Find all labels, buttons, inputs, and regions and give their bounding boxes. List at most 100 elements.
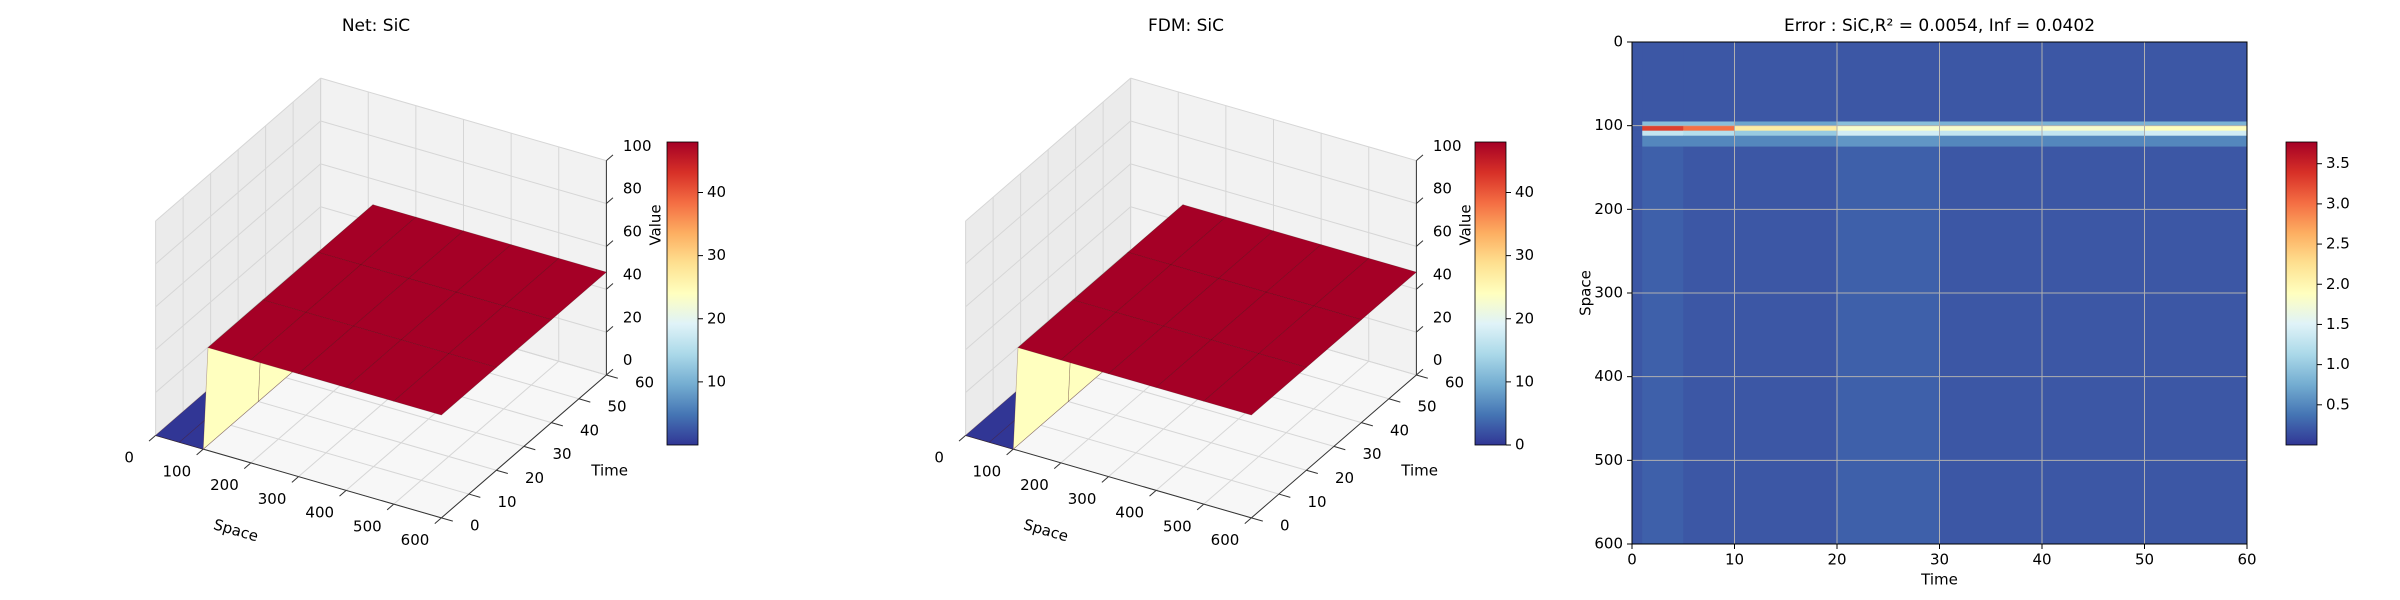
grid-line bbox=[320, 120, 607, 204]
tick-mark bbox=[1278, 493, 1291, 498]
cbar-tick-label: 1.5 bbox=[2326, 315, 2350, 333]
tick-mark bbox=[1053, 462, 1062, 469]
y-tick-label: 500 bbox=[1594, 451, 1623, 469]
plot-frame bbox=[1631, 41, 2248, 545]
tick-mark bbox=[434, 517, 442, 524]
tick-mark bbox=[606, 368, 614, 376]
tick-mark bbox=[1416, 326, 1424, 333]
cbar-tick-label: 0 bbox=[1515, 436, 1525, 454]
y-tick-label: 40 bbox=[580, 421, 599, 439]
y-tick-label: 400 bbox=[1594, 367, 1623, 385]
grid-line bbox=[1130, 163, 1417, 247]
heatmap-cell bbox=[1734, 135, 1838, 148]
x-axis-label: Space bbox=[1021, 515, 1070, 545]
y-tick-label: 0 bbox=[470, 517, 480, 535]
heatmap-cell bbox=[1837, 125, 1940, 132]
tick-mark bbox=[243, 462, 252, 469]
tick-mark bbox=[386, 503, 395, 511]
grid-line bbox=[155, 163, 321, 308]
y-tick-label: 10 bbox=[497, 493, 516, 511]
tick-mark bbox=[291, 476, 299, 483]
x-tick-label: 0 bbox=[124, 449, 134, 467]
chart-title: Net: SiC bbox=[342, 16, 410, 36]
tick-mark bbox=[523, 445, 536, 451]
colorbar bbox=[1474, 141, 1507, 446]
cbar-tick-label: 10 bbox=[707, 372, 726, 390]
heatmap-cell bbox=[1642, 130, 1684, 137]
x-tick-label: 300 bbox=[1068, 490, 1097, 508]
x-tick-label: 200 bbox=[210, 476, 239, 494]
tick-mark bbox=[1333, 445, 1346, 451]
tick-mark bbox=[606, 326, 614, 333]
cbar-tick-label: 30 bbox=[1515, 246, 1534, 264]
tick-mark bbox=[1416, 368, 1424, 376]
grid-line bbox=[320, 77, 607, 162]
heatmap-cell bbox=[1632, 146, 1643, 545]
grid-line bbox=[155, 120, 321, 265]
z-tick-label: 100 bbox=[623, 137, 652, 155]
tick-mark bbox=[1416, 154, 1424, 162]
heatmap-cell bbox=[1683, 121, 1735, 127]
cbar-tick-label: 40 bbox=[707, 183, 726, 201]
tick-mark bbox=[1006, 448, 1014, 456]
tick-mark bbox=[1149, 489, 1157, 497]
cbar-tick-label: 3.5 bbox=[2326, 154, 2350, 172]
z-tick-label: 80 bbox=[623, 180, 642, 198]
x-tick-label: 10 bbox=[1725, 551, 1744, 569]
y-tick-label: 60 bbox=[1445, 374, 1464, 392]
tick-mark bbox=[1416, 240, 1424, 247]
grid-line bbox=[155, 206, 321, 351]
x-tick-label: 400 bbox=[305, 504, 334, 522]
heatmap-cell bbox=[1642, 121, 1684, 127]
cbar-tick-label: 40 bbox=[1515, 183, 1534, 201]
tick-mark bbox=[606, 283, 614, 290]
surface-patch bbox=[503, 258, 608, 321]
heatmap-cell bbox=[2042, 121, 2145, 127]
grid-line bbox=[965, 206, 1131, 351]
z-tick-label: 60 bbox=[623, 223, 642, 241]
heatmap-cell bbox=[2042, 130, 2145, 137]
y-axis-label: Time bbox=[1400, 462, 1438, 480]
tick-mark bbox=[1196, 503, 1205, 511]
grid-line bbox=[965, 120, 1131, 265]
cbar-tick-label: 3.0 bbox=[2326, 194, 2350, 212]
grid-line bbox=[965, 249, 1131, 393]
heatmap-cell bbox=[1683, 42, 1735, 122]
heatmap-cell bbox=[2042, 146, 2145, 545]
heatmap-cell bbox=[2042, 135, 2145, 148]
heatmap-cell bbox=[1683, 146, 1735, 545]
heatmap-cell bbox=[1837, 121, 1940, 127]
heatmap-cell bbox=[1734, 42, 1838, 122]
z-tick-label: 40 bbox=[1433, 265, 1452, 283]
y-axis bbox=[441, 374, 607, 519]
y-tick-label: 40 bbox=[1390, 421, 1409, 439]
heatmap-cell bbox=[2144, 130, 2248, 137]
tick-mark bbox=[958, 434, 966, 442]
heatmap-cell bbox=[1642, 125, 1684, 132]
x-tick-label: 500 bbox=[353, 517, 382, 535]
chart-title: Error : SiC,R² = 0.0054, Inf = 0.0402 bbox=[1784, 16, 2095, 36]
y-tick-label: 30 bbox=[1362, 445, 1381, 463]
x-tick-label: 500 bbox=[1163, 517, 1192, 535]
x-tick-label: 100 bbox=[163, 462, 192, 480]
grid-line bbox=[1130, 77, 1417, 162]
heatmap-cell bbox=[2042, 42, 2145, 122]
tick-mark bbox=[1416, 197, 1424, 204]
heatmap-cell bbox=[1642, 42, 1684, 122]
heatmap-cell bbox=[2144, 125, 2248, 132]
heatmap-cell bbox=[1734, 130, 1838, 137]
grid-line bbox=[155, 249, 321, 393]
z-tick-label: 20 bbox=[623, 308, 642, 326]
heatmap-cell bbox=[1837, 42, 1940, 122]
surface-patch bbox=[448, 305, 553, 368]
tick-mark bbox=[148, 434, 156, 442]
cbar-tick-label: 2.0 bbox=[2326, 275, 2350, 293]
surface-patch bbox=[1203, 353, 1308, 416]
cbar-tick-label: 1.0 bbox=[2326, 355, 2350, 373]
tick-mark bbox=[496, 469, 508, 475]
y-tick-label: 20 bbox=[525, 469, 544, 487]
x-tick-label: 0 bbox=[934, 449, 944, 467]
heatmap-cell bbox=[2144, 135, 2248, 148]
colorbar bbox=[666, 141, 699, 446]
heatmap-cell bbox=[1632, 135, 1643, 148]
